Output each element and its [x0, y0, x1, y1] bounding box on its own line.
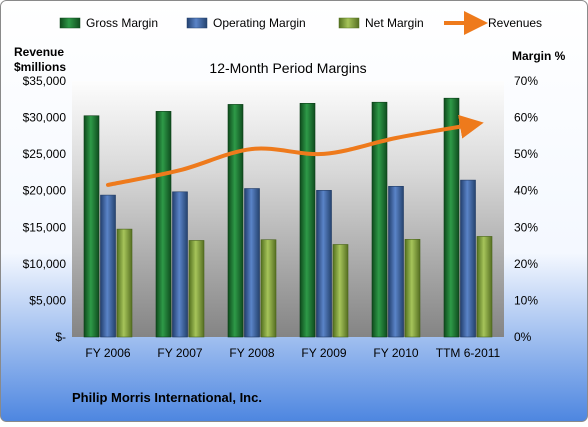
right-tick-label: 40% [514, 184, 538, 198]
category-label-fy-2006: FY 2006 [85, 346, 130, 360]
bar-gross-margin-fy-2006 [83, 115, 100, 338]
company-name: Philip Morris International, Inc. [72, 390, 262, 405]
legend-label-operating: Operating Margin [213, 16, 306, 30]
right-tick-label: 20% [514, 257, 538, 271]
bar-gross-margin-ttm-6-2011 [443, 97, 460, 338]
left-tick-label: $10,000 [23, 257, 67, 271]
bar-net-margin-fy-2009 [332, 244, 349, 338]
left-axis-label-line2: $millions [14, 60, 66, 74]
plot-area [72, 81, 504, 337]
right-tick-label: 60% [514, 111, 538, 125]
legend-item-revenues: Revenues [444, 11, 542, 35]
legend-label-gross: Gross Margin [86, 16, 158, 30]
bar-operating-margin-fy-2009 [316, 190, 332, 338]
left-axis-label-line1: Revenue [14, 45, 64, 59]
bar-operating-margin-fy-2006 [100, 194, 116, 338]
legend-label-revenues: Revenues [488, 16, 542, 30]
bar-net-margin-fy-2008 [260, 239, 277, 338]
bar-operating-margin-ttm-6-2011 [460, 179, 476, 338]
legend-item-gross-margin: Gross Margin [59, 16, 158, 30]
bar-net-margin-fy-2007 [188, 240, 205, 338]
left-axis-ticks: $- $5,000 $10,000 $15,000 $20,000 $25,000 $30,… [23, 74, 67, 344]
chart-title: 12-Month Period Margins [209, 60, 366, 76]
right-tick-label: 10% [514, 293, 538, 307]
left-tick-label: $25,000 [23, 147, 67, 161]
legend: Gross Margin Operating Margin Net Margin… [59, 11, 542, 35]
category-labels: FY 2006 FY 2007 FY 2008 FY 2009 FY 2010 TTM 6… [85, 346, 500, 360]
legend-item-net-margin: Net Margin [338, 16, 424, 30]
right-axis-ticks: 0% 10% 20% 30% 40% 50% 60% 70% [514, 74, 538, 344]
category-label-fy-2009: FY 2009 [301, 346, 346, 360]
legend-swatch-net [338, 17, 360, 29]
bar-gross-margin-fy-2007 [155, 111, 172, 338]
right-tick-label: 30% [514, 220, 538, 234]
legend-label-net: Net Margin [365, 16, 424, 30]
bar-net-margin-fy-2006 [116, 228, 133, 338]
right-axis-label: Margin % [512, 49, 566, 63]
category-label-fy-2007: FY 2007 [157, 346, 202, 360]
category-label-fy-2010: FY 2010 [373, 346, 418, 360]
bar-operating-margin-fy-2008 [244, 188, 260, 338]
right-tick-label: 0% [514, 330, 532, 344]
right-tick-label: 50% [514, 147, 538, 161]
legend-swatch-operating [186, 17, 208, 29]
bar-gross-margin-fy-2009 [299, 103, 316, 338]
right-tick-label: 70% [514, 74, 538, 88]
category-label-fy-2008: FY 2008 [229, 346, 274, 360]
legend-item-operating-margin: Operating Margin [186, 16, 306, 30]
bar-gross-margin-fy-2008 [227, 104, 244, 338]
left-tick-label: $35,000 [23, 74, 67, 88]
bar-net-margin-fy-2010 [404, 239, 421, 338]
category-label-ttm-6-2011: TTM 6-2011 [436, 346, 501, 360]
left-tick-label: $15,000 [23, 220, 67, 234]
left-tick-label: $5,000 [29, 293, 66, 307]
bar-gross-margin-fy-2010 [371, 101, 388, 338]
revenue-line-group [106, 114, 484, 187]
bar-operating-margin-fy-2007 [172, 191, 188, 338]
left-tick-label: $30,000 [23, 111, 67, 125]
left-tick-label: $- [55, 330, 66, 344]
bar-net-margin-ttm-6-2011 [476, 236, 493, 338]
revenue-line [106, 114, 484, 187]
legend-swatch-gross [59, 17, 81, 29]
bar-series [83, 97, 493, 338]
bar-operating-margin-fy-2010 [388, 186, 404, 338]
left-tick-label: $20,000 [23, 184, 67, 198]
